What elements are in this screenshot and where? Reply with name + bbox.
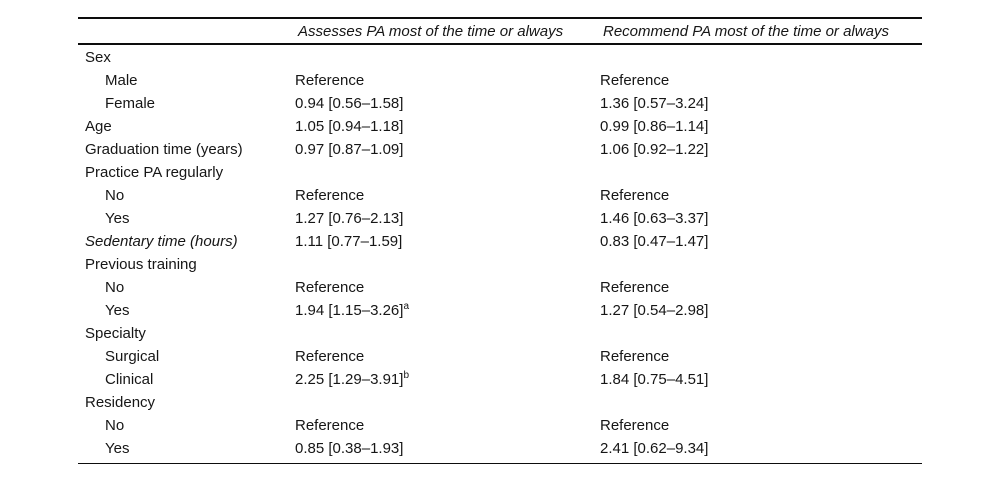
table-row: Practice PA regularly: [78, 161, 922, 184]
table-row: Yes 1.94 [1.15–3.26]a 1.27 [0.54–2.98]: [78, 299, 922, 322]
table-row: No Reference Reference: [78, 184, 922, 207]
cell-assesses-value: Reference: [295, 279, 600, 296]
header-recommend-pa: Recommend PA most of the time or always: [603, 22, 889, 40]
cell-recommend-value: 1.36 [0.57–3.24]: [600, 95, 922, 112]
odds-ratio-value: 0.99 [0.86–1.14]: [600, 118, 709, 135]
footnote-marker: a: [403, 301, 409, 312]
odds-ratio-value: Reference: [600, 187, 670, 204]
cell-assesses-value: 1.94 [1.15–3.26]a: [295, 301, 600, 320]
cell-recommend-value: Reference: [600, 348, 922, 365]
odds-ratio-value: Reference: [600, 348, 670, 365]
odds-ratio-value: 1.94 [1.15–3.26]: [295, 302, 404, 319]
table-row: Surgical Reference Reference: [78, 345, 922, 368]
cell-recommend-value: Reference: [600, 187, 922, 204]
cell-recommend-value: 1.27 [0.54–2.98]: [600, 302, 922, 319]
odds-ratio-value: 1.06 [0.92–1.22]: [600, 141, 709, 158]
odds-ratio-value: Reference: [295, 72, 365, 89]
cell-assesses-value: 0.85 [0.38–1.93]: [295, 440, 600, 457]
table-row: Yes 0.85 [0.38–1.93] 2.41 [0.62–9.34]: [78, 437, 922, 460]
cell-assesses-value: Reference: [295, 348, 600, 365]
row-label: Yes: [105, 302, 130, 319]
cell-recommend-value: Reference: [600, 417, 922, 434]
cell-assesses-value: 2.25 [1.29–3.91]b: [295, 370, 600, 389]
row-label: Clinical: [105, 371, 154, 388]
cell-assesses-value: Reference: [295, 187, 600, 204]
table-row: Residency: [78, 391, 922, 414]
row-label: No: [105, 279, 125, 296]
cell-assesses-value: 1.27 [0.76–2.13]: [295, 210, 600, 227]
row-label: Sex: [85, 49, 111, 66]
table-header-row: Assesses PA most of the time or always R…: [78, 19, 922, 45]
odds-ratio-value: 1.27 [0.76–2.13]: [295, 210, 404, 227]
table-row: Specialty: [78, 322, 922, 345]
odds-ratio-value: 1.84 [0.75–4.51]: [600, 371, 709, 388]
cell-assesses-value: Reference: [295, 72, 600, 89]
odds-ratio-value: Reference: [295, 348, 365, 365]
row-label: Practice PA regularly: [85, 164, 224, 181]
odds-ratio-value: 0.85 [0.38–1.93]: [295, 440, 404, 457]
row-label: Yes: [105, 440, 130, 457]
odds-ratio-value: 0.97 [0.87–1.09]: [295, 141, 404, 158]
odds-ratio-value: 1.46 [0.63–3.37]: [600, 210, 709, 227]
odds-ratio-value: Reference: [295, 279, 365, 296]
row-label: Specialty: [85, 325, 146, 342]
table-row: Sedentary time (hours) 1.11 [0.77–1.59] …: [78, 230, 922, 253]
odds-ratio-value: 0.94 [0.56–1.58]: [295, 95, 404, 112]
cell-recommend-value: 0.83 [0.47–1.47]: [600, 233, 922, 250]
table-row: Clinical 2.25 [1.29–3.91]b 1.84 [0.75–4.…: [78, 368, 922, 391]
header-assesses-pa: Assesses PA most of the time or always: [298, 22, 564, 40]
row-label: Age: [85, 118, 112, 135]
cell-recommend-value: 1.84 [0.75–4.51]: [600, 371, 922, 388]
cell-recommend-value: 2.41 [0.62–9.34]: [600, 440, 922, 457]
cell-assesses-value: 0.97 [0.87–1.09]: [295, 141, 600, 158]
odds-ratio-value: Reference: [295, 417, 365, 434]
cell-recommend-value: 0.99 [0.86–1.14]: [600, 118, 922, 135]
table-row: Age 1.05 [0.94–1.18] 0.99 [0.86–1.14]: [78, 115, 922, 138]
row-label: No: [105, 417, 125, 434]
table-row: Previous training: [78, 253, 922, 276]
odds-ratio-value: 1.05 [0.94–1.18]: [295, 118, 404, 135]
odds-ratio-value: 2.41 [0.62–9.34]: [600, 440, 709, 457]
table-row: Male Reference Reference: [78, 69, 922, 92]
cell-recommend-value: 1.06 [0.92–1.22]: [600, 141, 922, 158]
row-label: Residency: [85, 394, 156, 411]
row-label: Female: [105, 95, 156, 112]
table-row: Female 0.94 [0.56–1.58] 1.36 [0.57–3.24]: [78, 92, 922, 115]
row-label: Yes: [105, 210, 130, 227]
cell-recommend-value: Reference: [600, 279, 922, 296]
odds-ratio-value: 1.27 [0.54–2.98]: [600, 302, 709, 319]
table-body: Sex Male Reference Reference Female 0.94…: [78, 45, 922, 464]
odds-ratio-value: Reference: [600, 417, 670, 434]
cell-recommend-value: 1.46 [0.63–3.37]: [600, 210, 922, 227]
row-label: Previous training: [85, 256, 197, 273]
row-label: Male: [105, 72, 138, 89]
table-row: Graduation time (years) 0.97 [0.87–1.09]…: [78, 138, 922, 161]
odds-ratio-value: Reference: [295, 187, 365, 204]
cell-assesses-value: 1.05 [0.94–1.18]: [295, 118, 600, 135]
cell-assesses-value: 0.94 [0.56–1.58]: [295, 95, 600, 112]
footnote-marker: b: [403, 370, 409, 381]
row-label: Sedentary time (hours): [85, 233, 238, 250]
results-table: Assesses PA most of the time or always R…: [78, 17, 922, 464]
table-row: No Reference Reference: [78, 414, 922, 437]
odds-ratio-value: Reference: [600, 72, 670, 89]
cell-recommend-value: Reference: [600, 72, 922, 89]
row-label: Surgical: [105, 348, 160, 365]
row-label: No: [105, 187, 125, 204]
odds-ratio-value: Reference: [600, 279, 670, 296]
cell-assesses-value: 1.11 [0.77–1.59]: [295, 233, 600, 250]
odds-ratio-value: 1.36 [0.57–3.24]: [600, 95, 709, 112]
odds-ratio-value: 2.25 [1.29–3.91]: [295, 371, 404, 388]
table-row: Yes 1.27 [0.76–2.13] 1.46 [0.63–3.37]: [78, 207, 922, 230]
table-row: Sex: [78, 46, 922, 69]
row-label: Graduation time (years): [85, 141, 243, 158]
table-row: No Reference Reference: [78, 276, 922, 299]
odds-ratio-value: 0.83 [0.47–1.47]: [600, 233, 709, 250]
odds-ratio-value: 1.11 [0.77–1.59]: [295, 233, 403, 250]
cell-assesses-value: Reference: [295, 417, 600, 434]
